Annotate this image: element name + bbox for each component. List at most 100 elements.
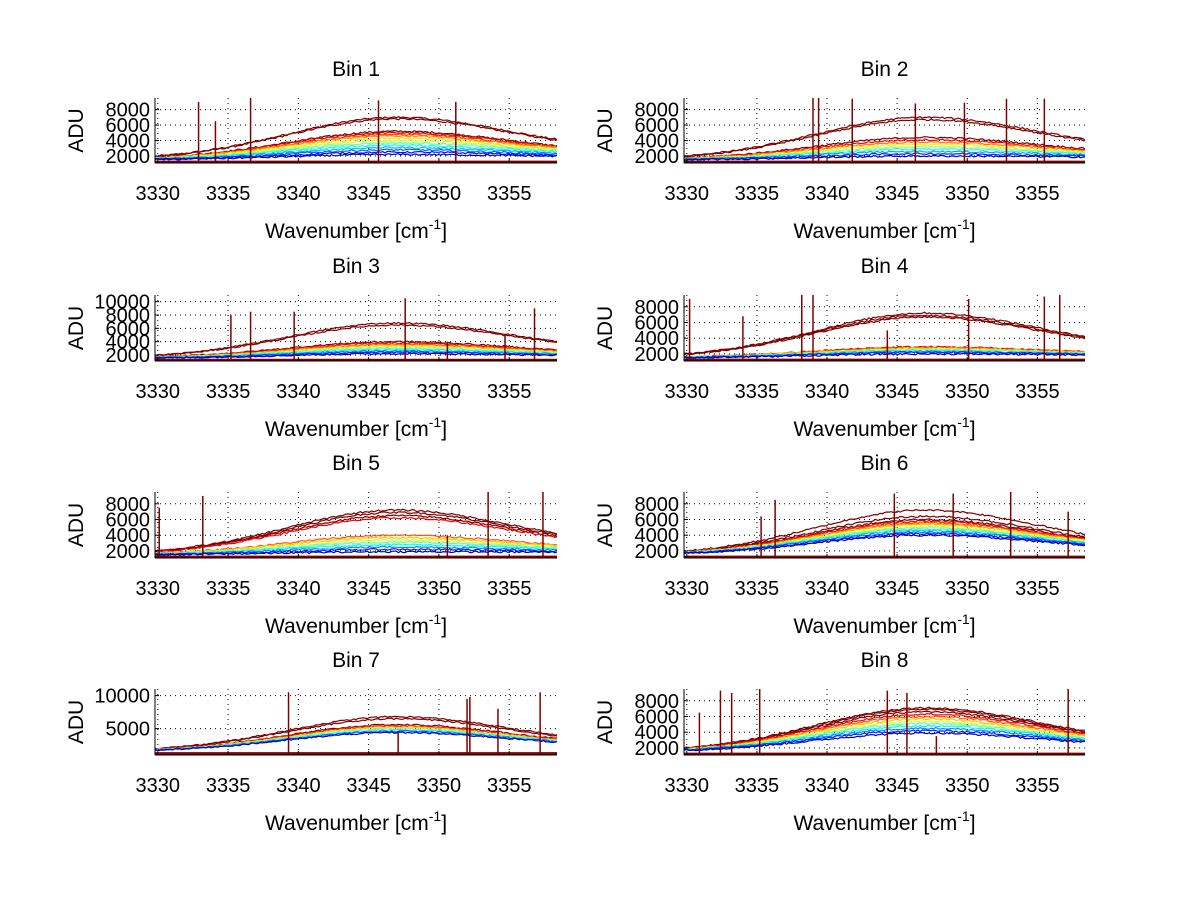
x-axis-label-superscript: -1 [957,414,970,430]
y-tick-label: 4000 [635,722,680,744]
x-tick-label: 3330 [665,183,710,205]
y-tick-label: 4000 [106,131,151,153]
x-axis-label-end: ] [970,220,976,243]
x-tick-label: 3350 [417,578,462,600]
subplot-title: Bin 2 [861,58,909,81]
x-tick-label: 3345 [346,578,391,600]
series-group [684,689,1085,755]
x-tick-label: 3330 [136,578,181,600]
x-axis-label-end: ] [970,812,976,835]
spectrum-line [684,525,1085,554]
subplot-title: Bin 1 [332,58,380,81]
spectrum-line [684,533,1085,555]
spectrum-line [155,141,557,159]
x-axis-label-superscript: -1 [429,808,442,824]
subplot-title: Bin 8 [861,649,909,672]
spectrum-line [155,731,557,752]
x-axis-label-text: Wavenumber [cm [793,615,957,638]
x-tick-label: 3330 [136,381,181,403]
x-tick-label: 3355 [487,381,532,403]
x-axis-label-superscript: -1 [429,216,442,232]
x-tick-label: 3350 [417,381,462,403]
x-axis-label-superscript: -1 [957,216,970,232]
x-axis-label-end: ] [441,418,447,441]
series-group [155,98,557,163]
y-tick-label: 10000 [94,292,150,314]
x-tick-label: 3350 [945,578,990,600]
spectrum-line [155,351,557,359]
subplot-bin-3: 3330 3335 3340 3345 3350 3355 2000400060008000… [65,255,557,441]
subplot-grid: 3330 3335 3340 3345 3350 33552000400060008000… [65,58,1085,835]
spectrum-line [684,719,1085,751]
y-tick-label: 2000 [106,345,151,367]
x-tick-label: 3340 [276,578,321,600]
y-tick-label: 6000 [635,313,680,335]
x-tick-label: 3340 [276,183,321,205]
x-tick-label: 3345 [346,381,391,403]
y-axis-label: ADU [594,700,617,744]
x-tick-label: 3330 [665,381,710,403]
x-tick-label: 3335 [735,183,780,205]
y-tick-label: 8000 [106,100,151,122]
x-tick-label: 3345 [875,578,920,600]
y-tick-label: 8000 [106,494,151,516]
x-axis-label-text: Wavenumber [cm [265,220,429,243]
y-tick-label: 4000 [635,131,680,153]
x-tick-label: 3355 [487,578,532,600]
y-tick-label: 2000 [106,541,151,563]
y-tick-label: 2000 [106,146,151,168]
x-tick-label: 3335 [206,381,251,403]
series-group [684,492,1085,558]
y-tick-label: 4000 [635,525,680,547]
x-axis-label: Wavenumber [cm-1] [793,611,975,638]
y-axis-label: ADU [65,108,88,152]
y-tick-label: 2000 [635,541,680,563]
x-axis-label: Wavenumber [cm-1] [793,216,975,243]
spectrum-line [155,348,557,359]
x-tick-label: 3355 [487,183,532,205]
spectrum-line [684,508,1085,553]
y-tick-label: 2000 [635,146,680,168]
spectrum-line [684,315,1085,356]
y-tick-label: 6000 [635,115,680,137]
spectrum-line [155,146,557,160]
spectrum-line [155,724,557,751]
spectrum-line [684,116,1085,157]
x-tick-label: 3335 [735,578,780,600]
subplot-title: Bin 3 [332,255,380,278]
y-axis-label: ADU [65,700,88,744]
x-axis-label-end: ] [441,812,447,835]
x-tick-label: 3350 [417,775,462,797]
spectrum-line [684,147,1085,161]
spectrum-line [684,707,1085,749]
spectrum-line [155,117,557,158]
spectrum-line [155,540,557,555]
x-axis-label-end: ] [441,615,447,638]
y-axis-label: ADU [594,108,617,152]
x-tick-label: 3340 [805,381,850,403]
x-axis-label-text: Wavenumber [cm [793,418,957,441]
x-axis-label-end: ] [441,220,447,243]
y-tick-label: 6000 [106,318,151,340]
x-axis-label-text: Wavenumber [cm [793,220,957,243]
x-axis-label-text: Wavenumber [cm [793,812,957,835]
x-tick-label: 3355 [1015,381,1060,403]
x-tick-label: 3335 [206,183,251,205]
spectrum-line [684,731,1085,752]
x-tick-label: 3355 [1015,578,1060,600]
x-axis-label-superscript: -1 [957,808,970,824]
y-axis-label: ADU [594,306,617,350]
x-tick-label: 3345 [346,183,391,205]
y-tick-label: 6000 [106,510,151,532]
x-tick-label: 3340 [276,381,321,403]
x-tick-label: 3355 [1015,183,1060,205]
x-axis-label-superscript: -1 [957,611,970,627]
x-axis-label-text: Wavenumber [cm [265,615,429,638]
subplot-bin-1: 3330 3335 3340 3345 3350 3355 2000400060008000… [65,58,557,243]
y-tick-label: 4000 [106,525,151,547]
series-group [155,492,557,558]
series-group [155,298,557,361]
x-tick-label: 3345 [875,381,920,403]
spectrum-line [155,148,557,161]
y-tick-label: 8000 [106,305,151,327]
